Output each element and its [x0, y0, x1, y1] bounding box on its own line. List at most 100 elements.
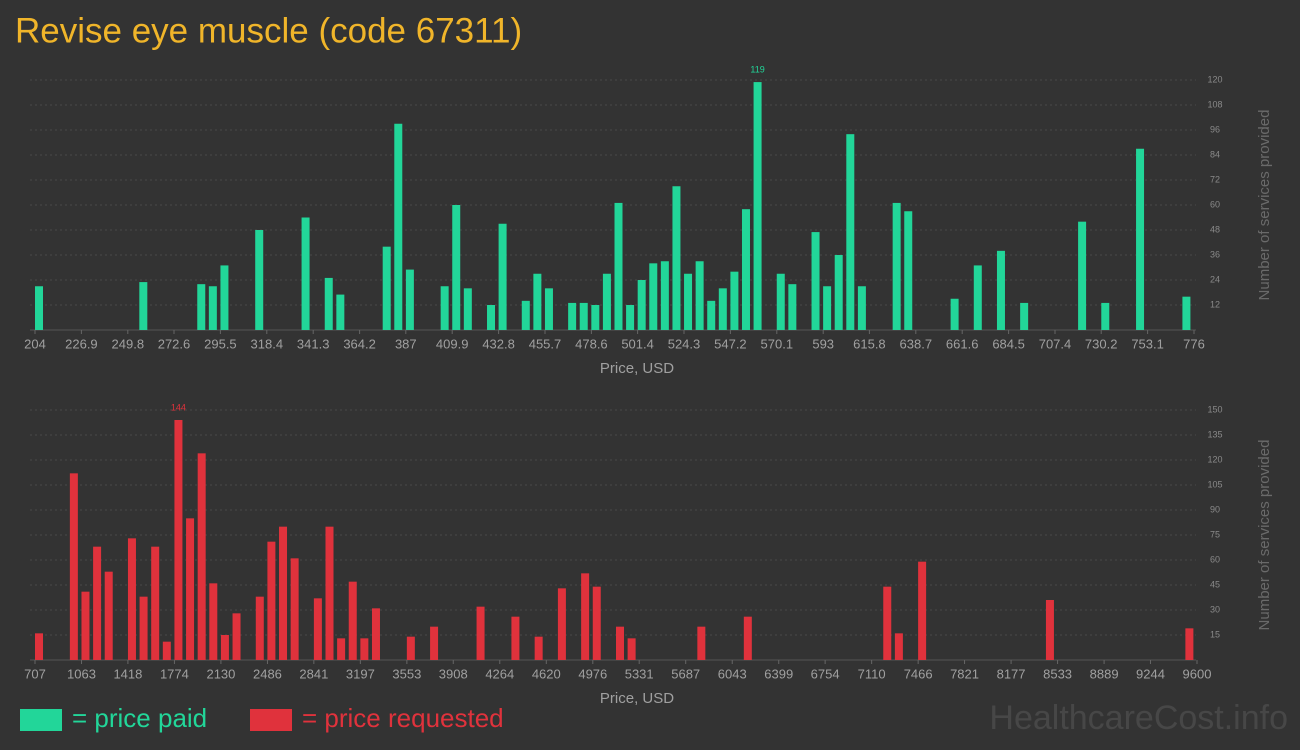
- y-tick-label: 15: [1210, 629, 1220, 639]
- y-tick-label: 90: [1210, 504, 1220, 514]
- bar: [788, 284, 797, 330]
- x-axis-title: Price, USD: [600, 690, 674, 707]
- bar: [220, 265, 229, 330]
- watermark: HealthcareCost.info: [989, 699, 1288, 737]
- bar: [811, 232, 820, 330]
- x-tick-label: 272.6: [158, 336, 191, 351]
- bar: [684, 273, 693, 330]
- y-axis-title: Number of services provided: [1256, 110, 1273, 301]
- x-tick-label: 2486: [253, 666, 282, 681]
- bar: [487, 305, 496, 330]
- bar: [267, 541, 276, 660]
- bar: [534, 636, 543, 660]
- bar: [394, 123, 403, 330]
- x-tick-label: 753.1: [1131, 336, 1164, 351]
- x-tick-label: 6399: [764, 666, 793, 681]
- bar: [743, 616, 752, 660]
- x-tick-label: 6754: [811, 666, 840, 681]
- legend-swatch: [250, 709, 292, 731]
- bar: [406, 636, 415, 660]
- x-tick-label: 409.9: [436, 336, 469, 351]
- bar: [718, 288, 727, 330]
- y-tick-label: 24: [1210, 274, 1220, 284]
- bar: [151, 546, 160, 660]
- bar: [776, 273, 785, 330]
- bar: [753, 82, 762, 330]
- bar: [892, 202, 901, 330]
- y-tick-label: 105: [1207, 479, 1222, 489]
- bar: [197, 453, 206, 660]
- bar: [521, 300, 530, 330]
- bar: [857, 286, 866, 330]
- bar: [730, 271, 739, 330]
- bar: [1101, 302, 1110, 330]
- y-tick-label: 60: [1210, 199, 1220, 209]
- x-tick-label: 226.9: [65, 336, 98, 351]
- x-tick-label: 249.8: [112, 336, 145, 351]
- bar: [581, 573, 590, 660]
- bar: [511, 616, 520, 660]
- y-tick-label: 120: [1207, 454, 1222, 464]
- x-tick-label: 432.8: [482, 336, 515, 351]
- bar: [463, 288, 472, 330]
- x-tick-label: 478.6: [575, 336, 608, 351]
- bar: [649, 263, 658, 330]
- bar: [1182, 296, 1191, 330]
- x-tick-label: 4264: [485, 666, 514, 681]
- bar: [823, 286, 832, 330]
- x-tick-label: 6043: [718, 666, 747, 681]
- bar: [174, 420, 183, 660]
- legend-label: = price requested: [302, 703, 504, 733]
- x-tick-label: 387: [395, 336, 417, 351]
- bar: [637, 280, 646, 330]
- x-tick-label: 547.2: [714, 336, 747, 351]
- x-tick-label: 661.6: [946, 336, 979, 351]
- legend-label: = price paid: [72, 703, 207, 733]
- x-tick-label: 776: [1183, 336, 1205, 351]
- bar: [255, 230, 264, 330]
- page-title: Revise eye muscle (code 67311): [15, 11, 522, 50]
- x-tick-label: 1063: [67, 666, 96, 681]
- bar: [883, 586, 892, 660]
- bar: [834, 255, 843, 330]
- bar: [697, 626, 706, 660]
- bar: [440, 286, 449, 330]
- y-tick-label: 150: [1207, 404, 1222, 414]
- x-tick-label: 7821: [950, 666, 979, 681]
- x-tick-label: 638.7: [900, 336, 933, 351]
- bar: [846, 134, 855, 330]
- x-axis-title: Price, USD: [600, 360, 674, 377]
- bar: [255, 596, 264, 660]
- bar: [220, 635, 229, 660]
- x-tick-label: 3908: [439, 666, 468, 681]
- bar: [894, 633, 903, 660]
- bar: [336, 294, 345, 330]
- bar: [93, 546, 102, 660]
- bar: [1045, 600, 1054, 660]
- x-tick-label: 570.1: [761, 336, 794, 351]
- bar: [290, 558, 299, 660]
- x-tick-label: 1774: [160, 666, 189, 681]
- bar: [139, 282, 148, 330]
- x-tick-label: 707.4: [1039, 336, 1072, 351]
- y-tick-label: 120: [1207, 74, 1222, 84]
- x-tick-label: 1418: [113, 666, 142, 681]
- y-tick-label: 108: [1207, 99, 1222, 109]
- x-tick-label: 318.4: [251, 336, 284, 351]
- bar: [592, 586, 601, 660]
- x-tick-label: 2130: [206, 666, 235, 681]
- x-tick-label: 2841: [299, 666, 328, 681]
- x-tick-label: 501.4: [621, 336, 654, 351]
- x-tick-label: 7466: [904, 666, 933, 681]
- y-tick-label: 45: [1210, 579, 1220, 589]
- data-label: 144: [171, 402, 186, 412]
- bar: [973, 265, 982, 330]
- x-tick-label: 684.5: [992, 336, 1025, 351]
- x-tick-label: 3197: [346, 666, 375, 681]
- bar: [627, 638, 636, 660]
- x-tick-label: 295.5: [204, 336, 237, 351]
- bar: [325, 526, 334, 660]
- bar: [626, 305, 635, 330]
- bar: [498, 223, 507, 330]
- bar: [707, 300, 716, 330]
